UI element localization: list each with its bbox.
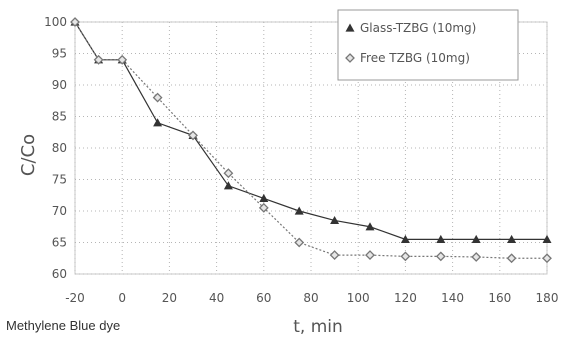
data-point: [508, 254, 516, 262]
x-tick-label: 80: [303, 291, 318, 305]
y-tick-label: 100: [44, 15, 67, 29]
x-tick-label: 160: [488, 291, 511, 305]
x-tick-label: 180: [536, 291, 559, 305]
data-point: [401, 252, 409, 260]
y-tick-label: 60: [52, 267, 67, 281]
y-tick-label: 85: [52, 110, 67, 124]
data-point: [437, 252, 445, 260]
y-tick-label: 75: [52, 173, 67, 187]
legend-label: Free TZBG (10mg): [360, 51, 470, 65]
x-tick-label: 60: [256, 291, 271, 305]
y-tick-label: 95: [52, 47, 67, 61]
data-point: [472, 253, 480, 261]
caption: Methylene Blue dye: [6, 318, 120, 333]
y-tick-label: 65: [52, 236, 67, 250]
y-tick-label: 80: [52, 141, 67, 155]
legend: Glass-TZBG (10mg) Free TZBG (10mg): [338, 10, 518, 80]
x-tick-label: 100: [347, 291, 370, 305]
y-tick-label: 90: [52, 78, 67, 92]
data-point: [543, 254, 551, 262]
x-tick-label: 120: [394, 291, 417, 305]
y-axis-label: C/Co: [18, 134, 39, 176]
data-point: [153, 118, 162, 126]
x-tick-label: 20: [162, 291, 177, 305]
y-tick-label: 70: [52, 204, 67, 218]
x-tick-label: 40: [209, 291, 224, 305]
data-point: [331, 251, 339, 259]
data-point: [366, 251, 374, 259]
x-tick-label: 140: [441, 291, 464, 305]
x-tick-label: 0: [118, 291, 126, 305]
data-point: [259, 194, 268, 202]
x-axis-label: t, min: [293, 317, 343, 337]
data-point: [224, 169, 232, 177]
data-point: [295, 207, 304, 215]
legend-label: Glass-TZBG (10mg): [360, 21, 476, 35]
x-tick-label: -20: [65, 291, 85, 305]
data-point: [224, 181, 233, 189]
data-point: [154, 94, 162, 102]
data-point: [295, 239, 303, 247]
